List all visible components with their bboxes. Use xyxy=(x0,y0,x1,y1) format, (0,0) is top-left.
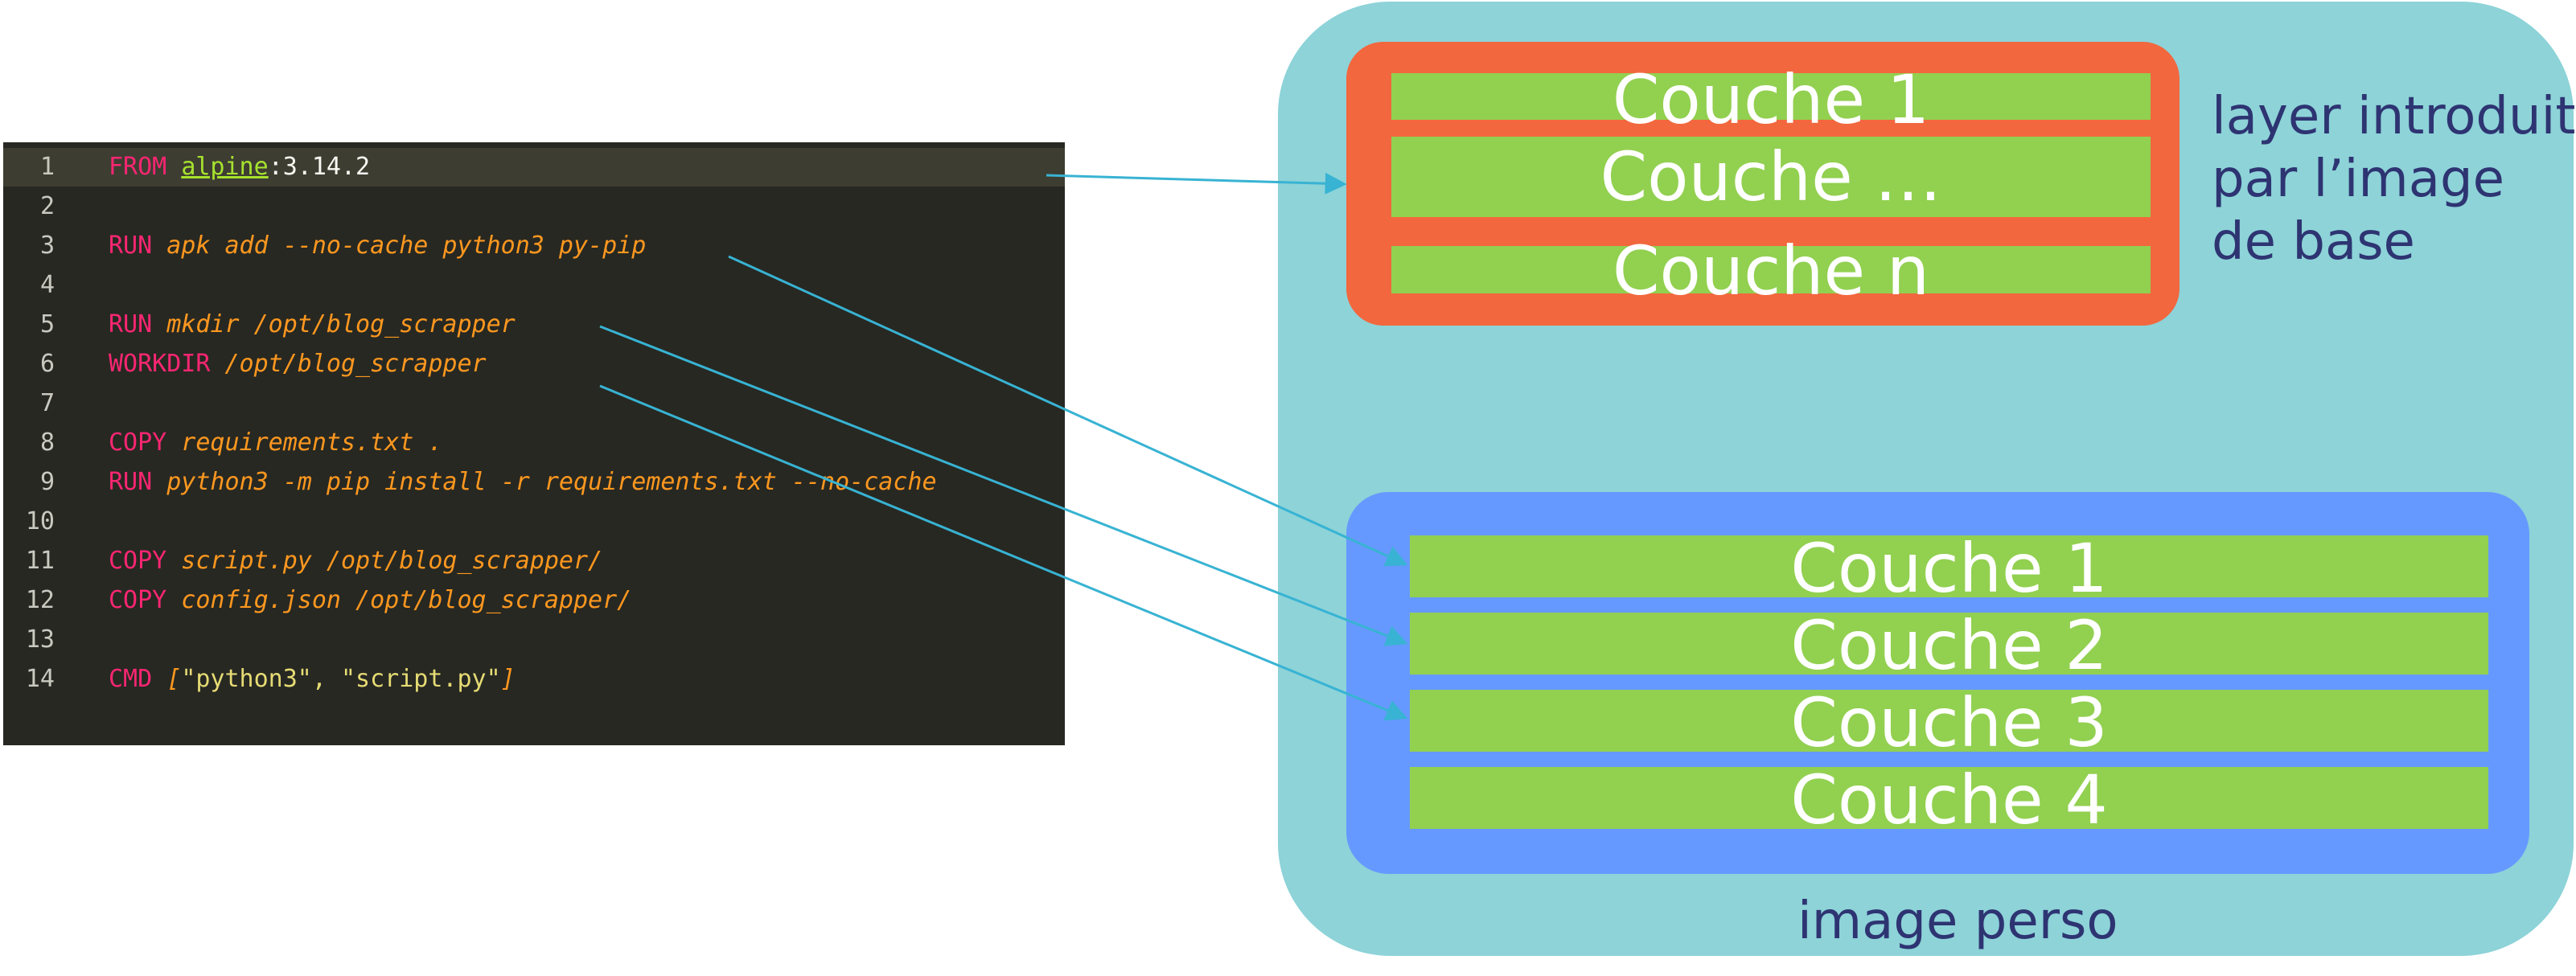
line-number: 13 xyxy=(25,625,55,654)
base-layer-middle: Couche … xyxy=(1391,137,2151,217)
line-number: 4 xyxy=(39,271,55,299)
code-line: 2 xyxy=(3,187,1065,226)
code-text: RUN mkdir /opt/blog_scrapper xyxy=(109,306,516,344)
base-layer-n: Couche n xyxy=(1391,237,2151,305)
code-text: COPY script.py /opt/blog_scrapper/ xyxy=(109,542,602,580)
code-text: FROM alpine:3.14.2 xyxy=(109,148,370,187)
line-number: 7 xyxy=(39,389,55,417)
code-token: requirements.txt . xyxy=(166,429,443,457)
code-line: 14 CMD ["python3", "script.py"] xyxy=(3,660,1065,699)
code-text: WORKDIR /opt/blog_scrapper xyxy=(109,345,487,383)
base-layer-1: Couche 1 xyxy=(1391,66,2151,133)
line-number: 3 xyxy=(39,232,55,260)
code-token: ] xyxy=(500,665,516,693)
dockerfile-instruction: COPY xyxy=(109,429,167,457)
code-line: 13 xyxy=(3,621,1065,659)
code-line: 4 xyxy=(3,266,1065,305)
line-number: 8 xyxy=(39,429,55,457)
code-token: [ xyxy=(152,665,182,693)
line-number: 11 xyxy=(25,547,55,575)
code-line: 6 WORKDIR /opt/blog_scrapper xyxy=(3,345,1065,383)
arrow-workdir-to-layer-3 xyxy=(599,384,1408,721)
dockerfile-instruction: FROM xyxy=(109,153,167,181)
code-token: :3.14.2 xyxy=(268,153,371,181)
code-line: 12 COPY config.json /opt/blog_scrapper/ xyxy=(3,581,1065,620)
code-token: python3 -m pip install -r requirements.t… xyxy=(152,468,937,496)
arrow-run-apk-to-layer-1 xyxy=(728,255,1408,567)
custom-layer-2: Couche 2 xyxy=(1410,612,2488,679)
line-number: 1 xyxy=(39,153,55,181)
code-line: 1 FROM alpine:3.14.2 xyxy=(3,148,1065,187)
arrow-from-to-base xyxy=(1046,172,1347,195)
dockerfile-instruction: COPY xyxy=(109,547,167,575)
code-text: RUN apk add --no-cache python3 py-pip xyxy=(109,227,646,265)
line-number: 5 xyxy=(39,310,55,338)
custom-layer-1: Couche 1 xyxy=(1410,535,2488,602)
line-number: 6 xyxy=(39,350,55,378)
code-text: COPY requirements.txt . xyxy=(109,424,442,462)
code-token: apk add --no-cache python3 py-pip xyxy=(152,232,647,260)
dockerfile-editor: 1 FROM alpine:3.14.2 2 3 RUN apk add --no-ca… xyxy=(3,142,1065,745)
code-token: script.py /opt/blog_scrapper/ xyxy=(166,547,603,575)
line-number: 9 xyxy=(39,468,55,496)
code-text: RUN python3 -m pip install -r requiremen… xyxy=(109,463,937,502)
code-token: /opt/blog_scrapper xyxy=(210,350,487,378)
code-text: CMD ["python3", "script.py"] xyxy=(109,660,516,699)
dockerfile-instruction: COPY xyxy=(109,586,167,614)
line-number: 10 xyxy=(25,507,55,535)
code-line: 3 RUN apk add --no-cache python3 py-pip xyxy=(3,227,1065,265)
code-line: 8 COPY requirements.txt . xyxy=(3,424,1065,462)
dockerfile-instruction: RUN xyxy=(109,310,153,338)
custom-layer-3: Couche 3 xyxy=(1410,689,2488,757)
dockerfile-instruction: WORKDIR xyxy=(109,350,211,378)
code-line: 10 xyxy=(3,502,1065,541)
custom-layer-4: Couche 4 xyxy=(1410,766,2488,834)
base-image-note: layer introduit par l’image de base xyxy=(2212,85,2575,273)
code-token: config.json /opt/blog_scrapper/ xyxy=(166,586,632,614)
dockerfile-instruction: RUN xyxy=(109,468,153,496)
arrow-run-mkdir-to-layer-2 xyxy=(599,325,1408,646)
code-line: 7 xyxy=(3,384,1065,423)
dockerfile-instruction: RUN xyxy=(109,232,153,260)
code-line: 11 COPY script.py /opt/blog_scrapper/ xyxy=(3,542,1065,580)
line-number: 2 xyxy=(39,192,55,220)
code-line: 9 RUN python3 -m pip install -r requireme… xyxy=(3,463,1065,502)
line-number: 12 xyxy=(25,586,55,614)
custom-image-label: image perso xyxy=(1797,892,2118,951)
code-text: COPY config.json /opt/blog_scrapper/ xyxy=(109,581,631,620)
base-image-note-line-3: de base xyxy=(2212,212,2415,272)
code-token: "python3", "script.py" xyxy=(181,665,501,693)
dockerfile-instruction: CMD xyxy=(109,665,153,693)
base-image-note-line-1: layer introduit xyxy=(2212,87,2576,146)
base-image-note-line-2: par l’image xyxy=(2212,150,2504,209)
code-line: 5 RUN mkdir /opt/blog_scrapper xyxy=(3,306,1065,344)
line-number: 14 xyxy=(25,665,55,693)
code-token: alpine xyxy=(181,153,269,181)
code-token: mkdir /opt/blog_scrapper xyxy=(152,310,516,338)
